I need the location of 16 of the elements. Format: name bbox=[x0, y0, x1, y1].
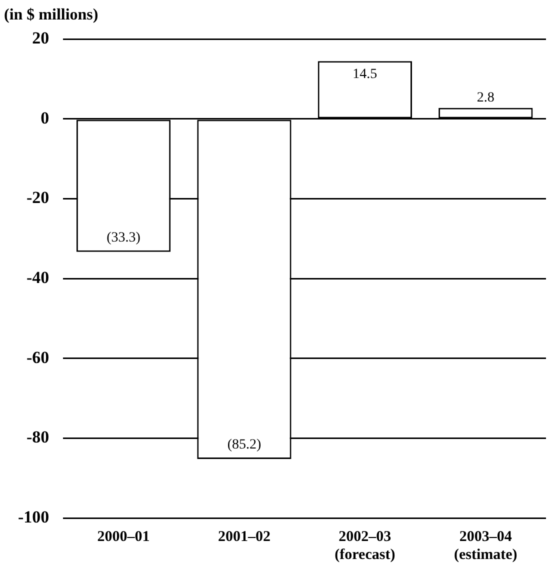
y-tick-label: 0 bbox=[40, 108, 50, 128]
data-label: 14.5 bbox=[352, 66, 378, 82]
x-tick-label: 2000–01 bbox=[97, 528, 150, 545]
data-label: 2.8 bbox=[476, 90, 494, 106]
y-axis-title: (in $ millions) bbox=[4, 6, 98, 24]
y-tick-label: 20 bbox=[32, 28, 50, 48]
y-tick-label: -20 bbox=[26, 188, 50, 208]
data-label: (33.3) bbox=[106, 230, 141, 246]
x-tick-label: 2003–04 (estimate) bbox=[454, 528, 518, 563]
data-label: (85.2) bbox=[227, 438, 262, 453]
y-tick-label: -40 bbox=[26, 268, 50, 287]
y-tick-label: -80 bbox=[26, 428, 50, 447]
y-tick-label: -60 bbox=[26, 348, 50, 367]
y-tick-label: -100 bbox=[18, 507, 50, 526]
x-tick-label: 2002–03 (forecast) bbox=[334, 528, 396, 563]
x-tick-label: 2001–02 bbox=[218, 528, 270, 545]
